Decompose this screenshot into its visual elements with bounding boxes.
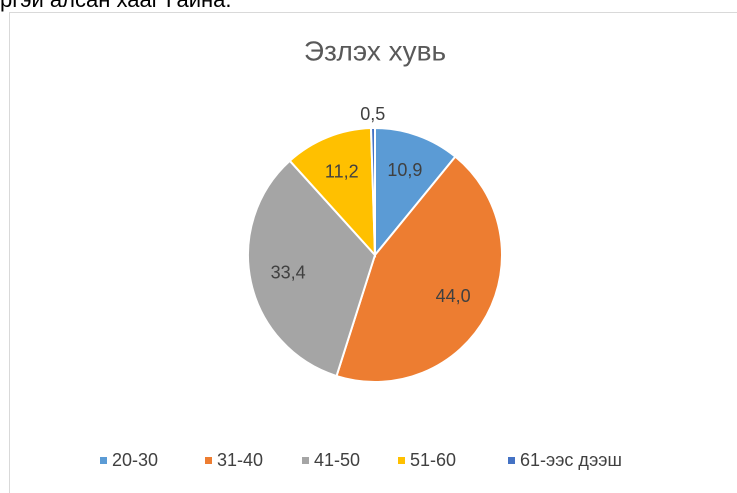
chart-title: Эзлэх хувь bbox=[304, 35, 446, 66]
legend-label: 51-60 bbox=[410, 450, 456, 470]
legend-label: 41-50 bbox=[314, 450, 360, 470]
page-text: ргэй алсан хааг Гайна. bbox=[0, 0, 232, 12]
data-label: 10,9 bbox=[387, 160, 422, 180]
legend-label: 20-30 bbox=[112, 450, 158, 470]
data-label: 0,5 bbox=[360, 104, 385, 124]
legend-swatch bbox=[302, 457, 309, 464]
data-label: 11,2 bbox=[325, 161, 359, 181]
data-label: 44,0 bbox=[436, 286, 471, 306]
data-label: 33,4 bbox=[271, 263, 306, 283]
legend-label: 31-40 bbox=[217, 450, 263, 470]
legend-swatch bbox=[100, 457, 107, 464]
legend-swatch bbox=[205, 457, 212, 464]
pie-slice bbox=[247, 159, 377, 378]
pie-slice bbox=[369, 126, 376, 256]
pie-slice bbox=[288, 127, 377, 258]
legend-swatch bbox=[508, 457, 515, 464]
pie-slice bbox=[374, 126, 457, 258]
legend-label: 61-ээс дээш bbox=[520, 450, 622, 470]
pie-slice bbox=[335, 155, 503, 383]
legend-swatch bbox=[398, 457, 405, 464]
